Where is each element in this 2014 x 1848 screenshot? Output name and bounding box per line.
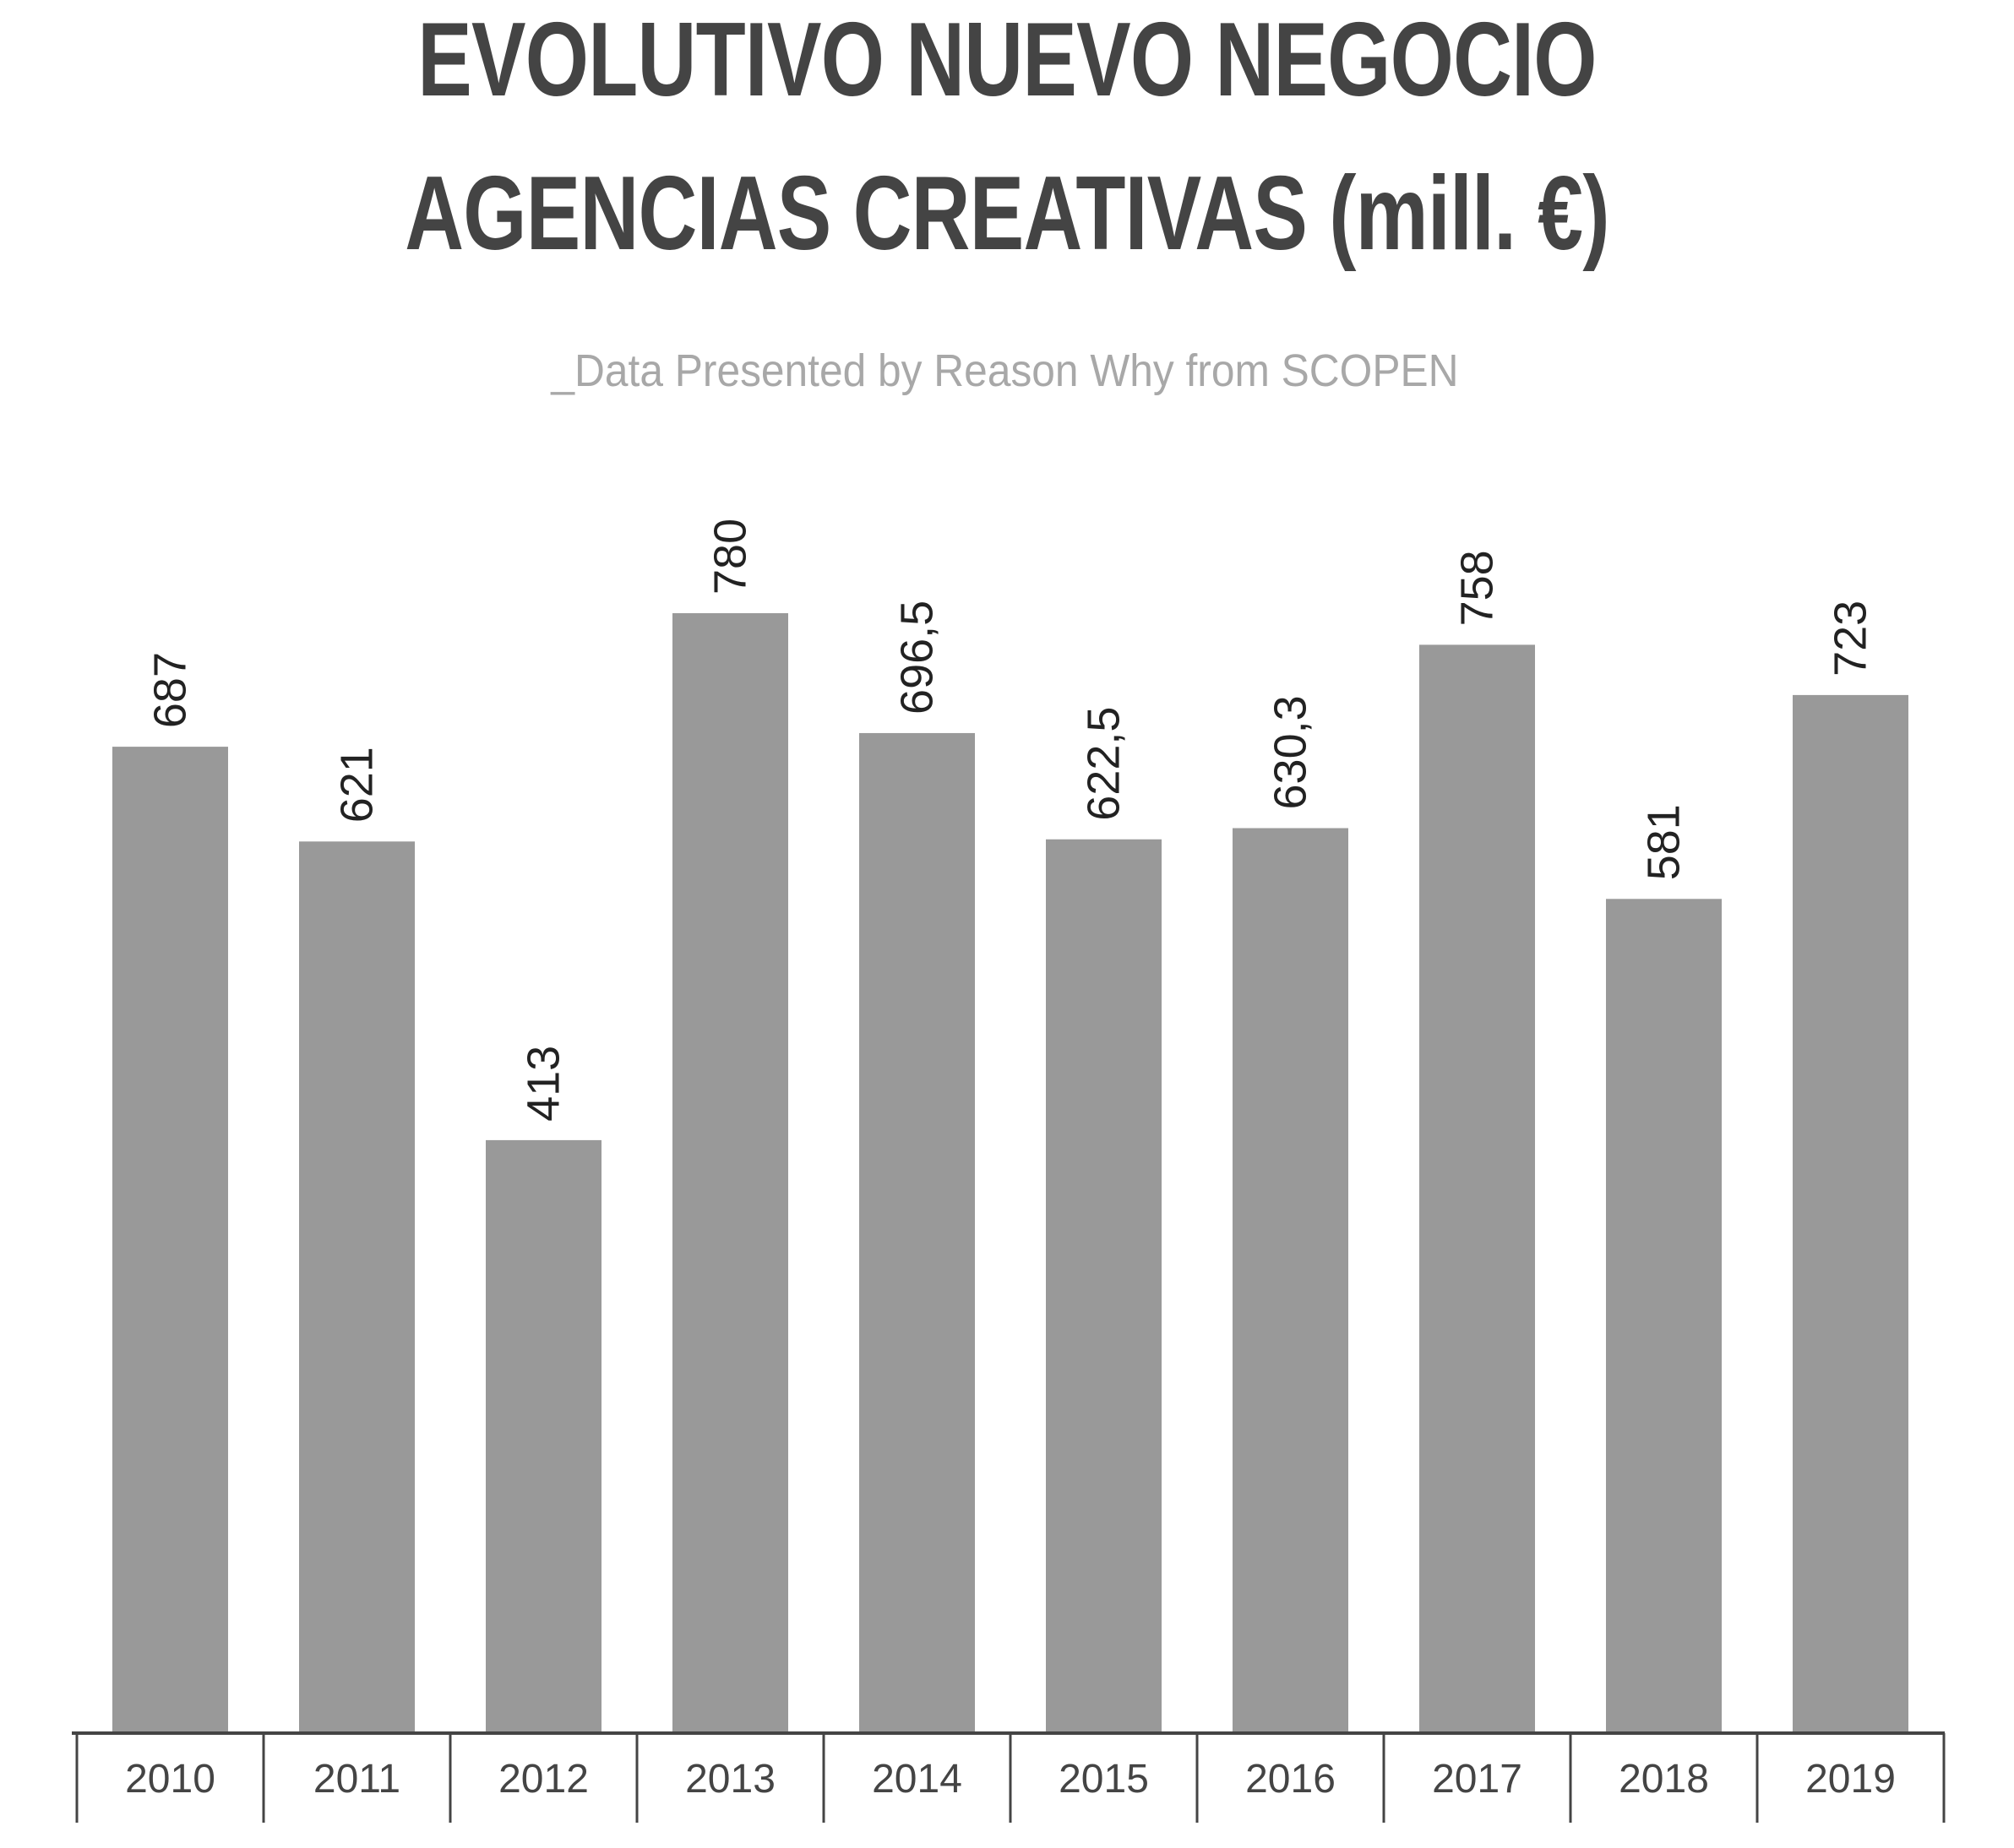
x-tick-label-2016: 2016 [1245, 1757, 1336, 1802]
x-tick-label-2018: 2018 [1619, 1757, 1709, 1802]
x-tick-label-2017: 2017 [1432, 1757, 1522, 1802]
bar-2013 [672, 613, 788, 1733]
bar-2012 [486, 1139, 601, 1733]
x-tick-label-2013: 2013 [685, 1757, 776, 1802]
x-tick-label-2010: 2010 [125, 1757, 215, 1802]
bar-2014 [859, 732, 975, 1734]
data-label-2012: 413 [519, 1046, 569, 1122]
data-label-2017: 758 [1452, 550, 1503, 626]
x-tick-label-2012: 2012 [498, 1757, 589, 1802]
data-label-2015: 622,5 [1079, 707, 1129, 821]
data-label-2018: 581 [1639, 804, 1690, 880]
chart-title-line-1: EVOLUTIVO NUEVO NEGOCIO [417, 2, 1597, 118]
data-label-2010: 687 [145, 652, 196, 728]
x-tick-label-2011: 2011 [313, 1757, 400, 1802]
x-tick-label-2015: 2015 [1059, 1757, 1149, 1802]
data-label-2014: 696,5 [892, 601, 943, 715]
bar-2017 [1419, 644, 1535, 1733]
bar-2019 [1793, 694, 1908, 1733]
data-label-2016: 630,3 [1266, 695, 1316, 809]
data-label-2013: 780 [705, 519, 756, 595]
x-tick-label-2014: 2014 [872, 1757, 962, 1802]
data-label-2011: 621 [332, 747, 383, 823]
bar-2018 [1606, 899, 1722, 1733]
chart-title-line-2: AGENCIAS CREATIVAS (mill. €) [405, 155, 1609, 272]
data-label-2019: 723 [1826, 601, 1876, 677]
bar-2016 [1233, 828, 1348, 1733]
bar-2010 [112, 747, 228, 1733]
bar-2011 [299, 841, 415, 1733]
x-tick-label-2019: 2019 [1805, 1757, 1896, 1802]
bar-2015 [1046, 839, 1162, 1733]
chart-subtitle: _Data Presented by Reason Why from SCOPE… [551, 345, 1459, 396]
